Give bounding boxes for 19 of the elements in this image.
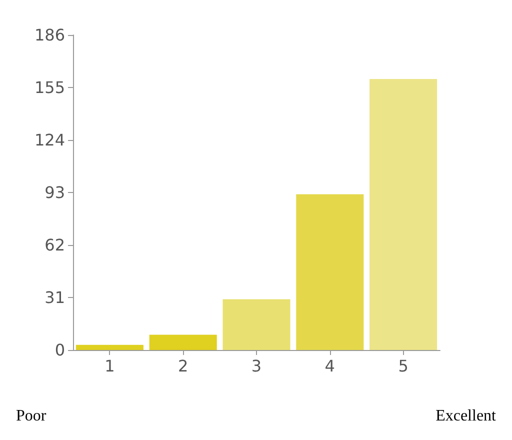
x-tick-label: 4 (324, 356, 335, 376)
bar (222, 299, 290, 350)
bar (370, 79, 438, 350)
text: Poor (16, 408, 47, 424)
y-tick-label: 93 (44, 183, 65, 202)
y-tick-label: 0 (54, 340, 65, 360)
y-tick-label: 155 (34, 78, 65, 97)
y-tick-label: 124 (34, 130, 65, 150)
text: Excellent (436, 408, 497, 424)
y-tick-label: 186 (34, 26, 65, 44)
x-tick-label: 2 (178, 356, 188, 376)
bar (149, 334, 217, 350)
y-tick-label: 31 (44, 288, 65, 307)
x-tick-label: 5 (398, 356, 408, 376)
x-tick-label: 3 (251, 356, 262, 376)
bar (296, 194, 364, 350)
bar (76, 344, 144, 350)
x-tick-label: 1 (104, 356, 115, 376)
y-tick-label: 62 (44, 236, 65, 254)
